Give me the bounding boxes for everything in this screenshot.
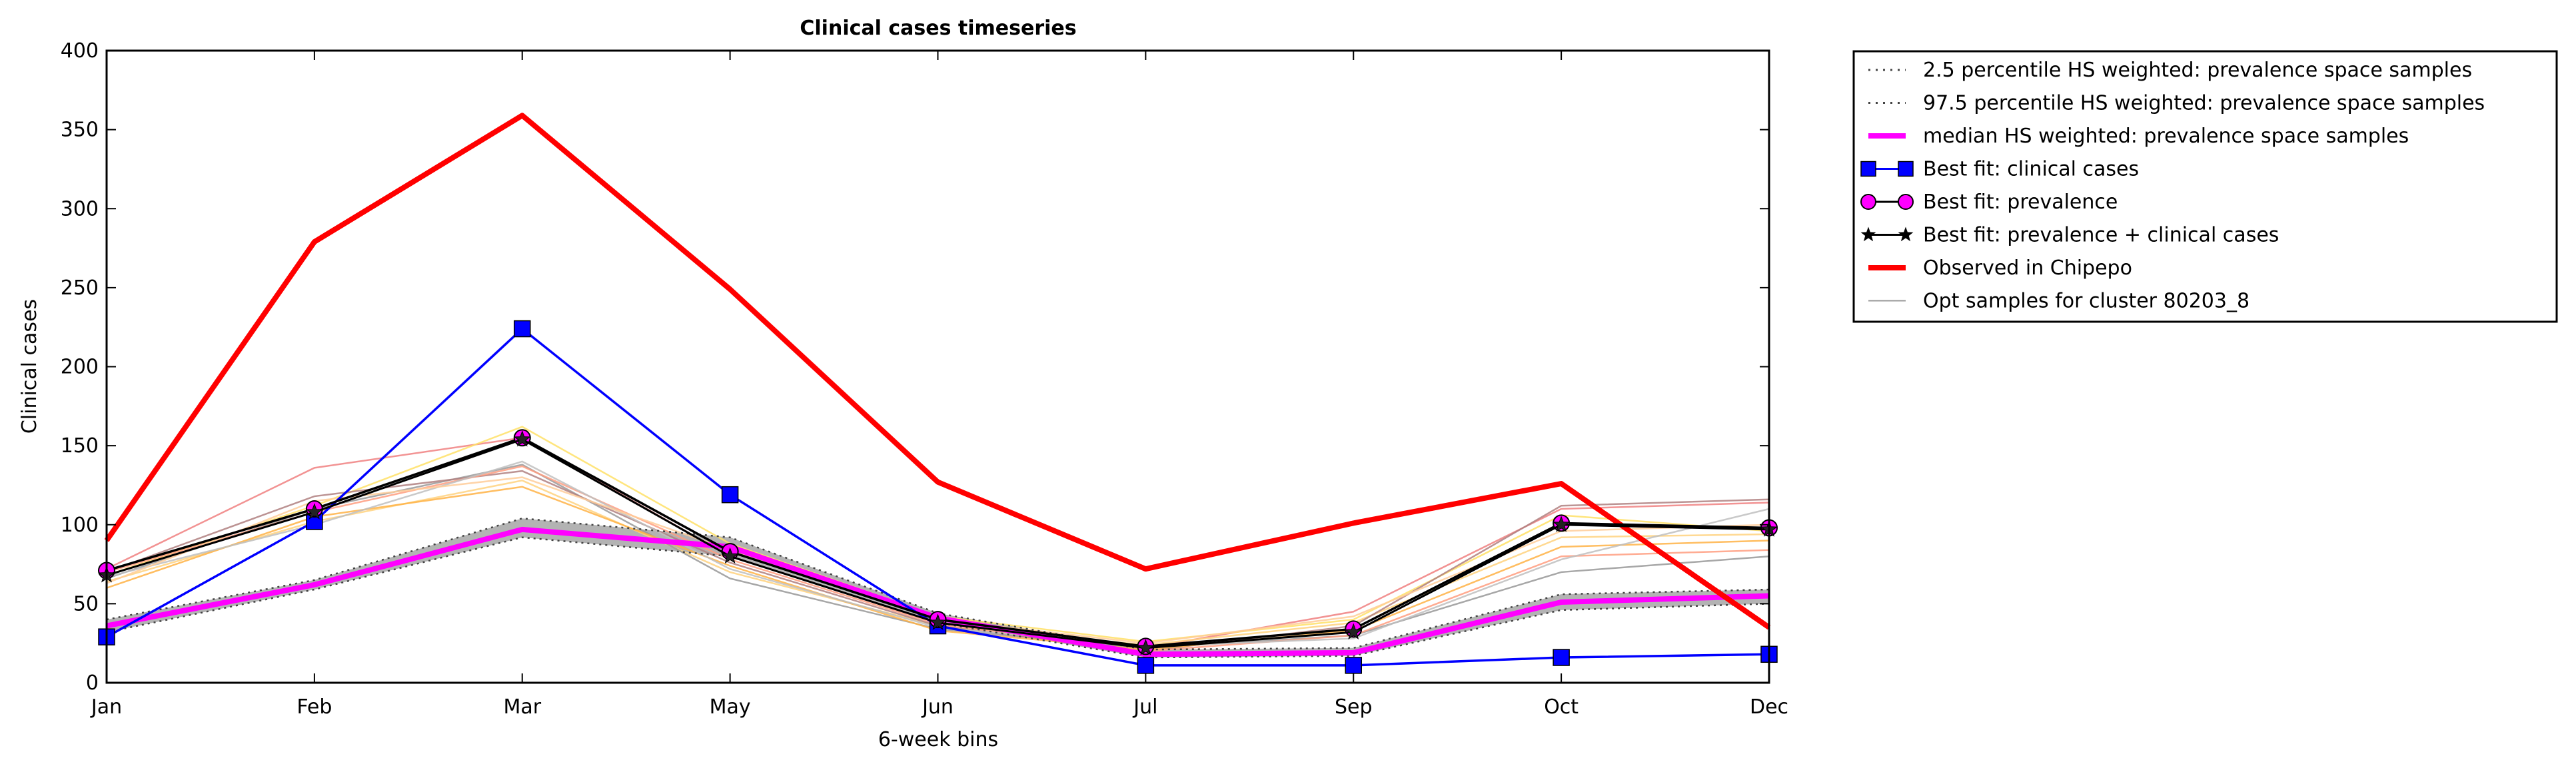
legend-label-3: Best fit: clinical cases xyxy=(1923,158,2139,181)
legend-entry-1: 97.5 percentile HS weighted: prevalence … xyxy=(1868,92,2485,115)
y-tick-label-2: 100 xyxy=(61,514,99,537)
y-tick-label-5: 250 xyxy=(61,276,99,300)
chart-title: Clinical cases timeseries xyxy=(800,17,1076,40)
legend-label-1: 97.5 percentile HS weighted: prevalence … xyxy=(1923,92,2485,115)
legend-marker-5-0 xyxy=(1860,226,1876,242)
percentile-band xyxy=(107,518,1769,658)
legend-label-6: Observed in Chipepo xyxy=(1923,256,2132,280)
y-tick-label-7: 350 xyxy=(61,119,99,142)
legend-entry-3: Best fit: clinical cases xyxy=(1860,158,2139,181)
legend-label-7: Opt samples for cluster 80203_8 xyxy=(1923,290,2250,313)
x-tick-label-3: May xyxy=(710,695,751,719)
x-tick-label-1: Feb xyxy=(297,695,332,719)
best-combined-point-5 xyxy=(1137,639,1155,655)
legend-label-0: 2.5 percentile HS weighted: prevalence s… xyxy=(1923,59,2472,82)
legend-box xyxy=(1852,50,2558,323)
x-tick-label-2: Mar xyxy=(503,695,541,719)
best-clinical-point-3 xyxy=(721,486,739,504)
best-combined-point-7 xyxy=(1553,516,1570,532)
y-tick-label-4: 200 xyxy=(61,356,99,379)
legend-marker-3-1 xyxy=(1898,161,1914,177)
legend-entry-4: Best fit: prevalence xyxy=(1860,191,2118,214)
y-axis-label: Clinical cases xyxy=(18,299,41,434)
best-combined-point-1 xyxy=(306,503,323,520)
legend-label-5: Best fit: prevalence + clinical cases xyxy=(1923,224,2279,247)
best-clinical-point-2 xyxy=(514,320,531,338)
legend-entry-2: median HS weighted: prevalence space sam… xyxy=(1868,125,2409,148)
y-axis: 0 50 100 150 200 250 300 350 400 xyxy=(61,39,1769,695)
legend-entry-6: Observed in Chipepo xyxy=(1868,256,2132,280)
x-tick-label-7: Oct xyxy=(1544,695,1579,719)
legend-entry-5: Best fit: prevalence + clinical cases xyxy=(1860,224,2279,247)
legend-entry-0: 2.5 percentile HS weighted: prevalence s… xyxy=(1868,59,2472,82)
y-tick-label-0: 0 xyxy=(86,671,99,695)
legend-label-4: Best fit: prevalence xyxy=(1923,191,2118,214)
x-tick-label-8: Dec xyxy=(1750,695,1788,719)
x-tick-label-0: Jan xyxy=(90,695,122,719)
observed-line xyxy=(104,113,1771,630)
x-tick-label-4: Jun xyxy=(921,695,954,719)
y-tick-label-8: 400 xyxy=(61,39,99,63)
plot-area xyxy=(98,113,1778,674)
x-axis: Jan Feb Mar May Jun Jul Sep Oct Dec xyxy=(90,51,1788,719)
x-axis-label: 6-week bins xyxy=(878,728,998,751)
p2-5-line xyxy=(106,536,1770,659)
best-combined-point-4 xyxy=(929,613,947,630)
best-clinical-point-1 xyxy=(306,513,323,530)
legend-marker-4-0 xyxy=(1860,194,1876,210)
legend-marker-4-1 xyxy=(1898,194,1914,210)
plot-frame xyxy=(105,49,1770,684)
y-tick-label-3: 150 xyxy=(61,434,99,458)
best-clinical-point-5 xyxy=(1137,657,1155,674)
best-combined-point-2 xyxy=(513,430,531,447)
best-clinical-point-7 xyxy=(1553,649,1570,666)
legend-marker-3-0 xyxy=(1860,161,1876,177)
best-combined-point-3 xyxy=(721,547,739,564)
best-clinical-point-6 xyxy=(1345,657,1362,674)
x-tick-label-5: Jul xyxy=(1132,695,1157,719)
legend-marker-5-1 xyxy=(1898,226,1914,242)
x-tick-label-6: Sep xyxy=(1335,695,1373,719)
legend-label-2: median HS weighted: prevalence space sam… xyxy=(1923,125,2409,148)
y-tick-label-1: 50 xyxy=(73,592,99,615)
legend: 2.5 percentile HS weighted: prevalence s… xyxy=(1852,50,2558,323)
best-combined-point-6 xyxy=(1345,623,1363,639)
legend-entry-7: Opt samples for cluster 80203_8 xyxy=(1868,290,2250,313)
y-tick-label-6: 300 xyxy=(61,197,99,220)
